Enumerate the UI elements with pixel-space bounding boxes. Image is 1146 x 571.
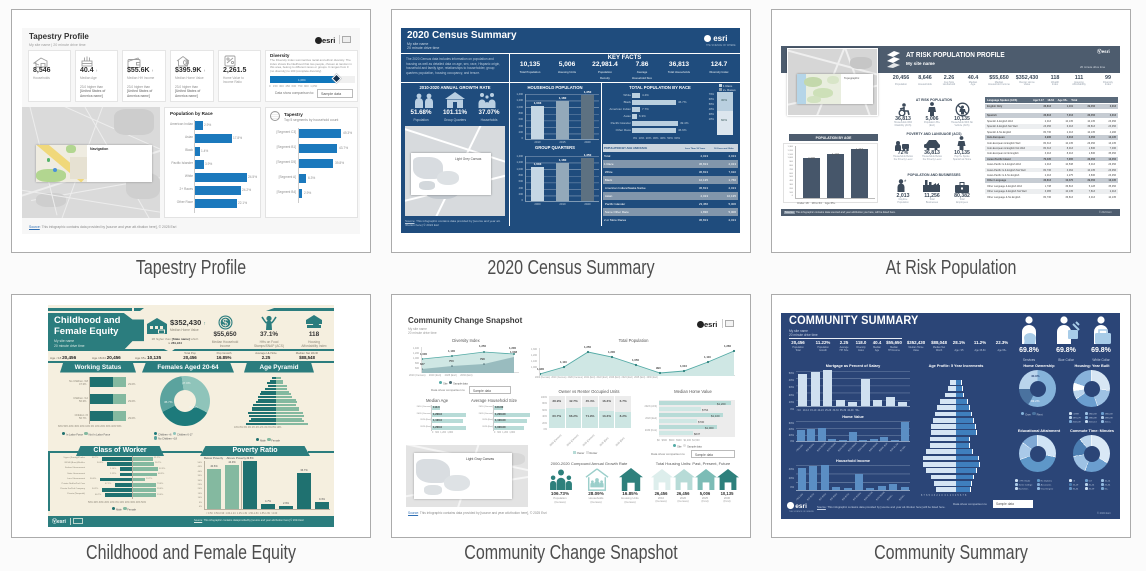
svg-text:*: * (904, 180, 907, 186)
svg-text:$: $ (222, 318, 228, 329)
